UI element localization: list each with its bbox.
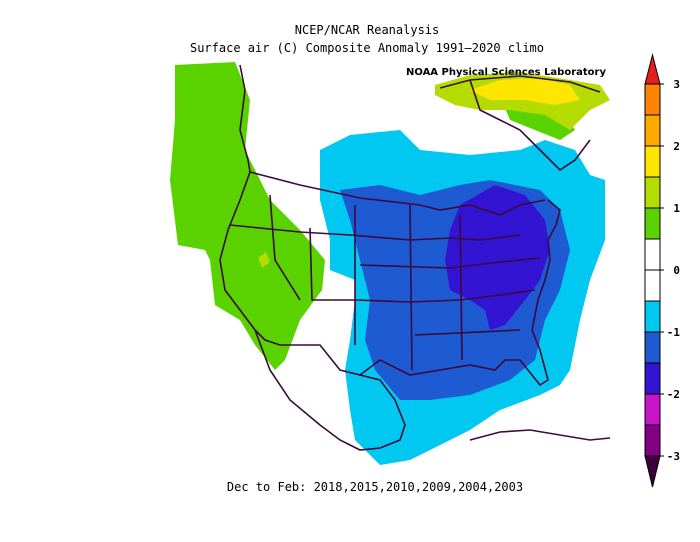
colorbar-tick-label: -2 — [667, 388, 680, 401]
colorbar-segment — [644, 207, 661, 240]
mexico-coast — [254, 329, 406, 451]
anomaly-indigo — [445, 185, 550, 330]
colorbar-tick-label: 1 — [673, 202, 680, 215]
hudson-coast — [469, 79, 591, 172]
anomaly-fields — [170, 62, 610, 465]
colorbar-segment — [644, 176, 661, 209]
greenland — [439, 75, 601, 93]
state-lines-8 — [414, 329, 521, 336]
colorbar-segment — [644, 83, 661, 116]
colorbar-segment — [644, 114, 661, 147]
colorbar-segment — [644, 362, 661, 395]
colorbar-tick-label: 3 — [673, 78, 680, 91]
colorbar-under-arrow — [644, 455, 661, 488]
state-lines-7 — [359, 257, 541, 269]
colorbar: 3 2 1 0 -1 -2 -3 — [644, 53, 681, 488]
us-coast — [219, 171, 561, 387]
alaska-coast — [239, 64, 251, 173]
caribbean — [469, 429, 611, 441]
colorbar-segment — [644, 238, 661, 271]
title: NCEP/NCAR Reanalysis — [295, 23, 440, 37]
colorbar-tick-label: 2 — [673, 140, 680, 153]
boundaries — [219, 64, 611, 451]
canada-border — [249, 171, 546, 216]
anomaly-yellow — [470, 78, 580, 105]
colorbar-segment — [644, 424, 661, 457]
anomaly-green-spot — [258, 252, 270, 268]
credit: NOAA Physical Sciences Laboratory — [406, 67, 607, 78]
state-lines-6 — [459, 214, 463, 361]
colorbar-tick-label: 0 — [673, 264, 680, 277]
colorbar-segment — [644, 300, 661, 333]
subtitle: Surface air (C) Composite Anomaly 1991–2… — [190, 41, 544, 55]
state-lines-5 — [409, 204, 413, 371]
colorbar-tick-label: -3 — [667, 450, 680, 463]
caption: Dec to Feb: 2018,2015,2010,2009,2004,200… — [227, 480, 523, 494]
colorbar-segment — [644, 145, 661, 178]
colorbar-tick-label: -1 — [667, 326, 681, 339]
colorbar-segment — [644, 331, 661, 364]
state-lines-3 — [309, 227, 536, 303]
state-lines-2 — [269, 194, 301, 301]
colorbar-segment — [644, 269, 661, 302]
colorbar-segment — [644, 393, 661, 426]
anomaly-green — [170, 62, 325, 370]
colorbar-over-arrow — [644, 53, 661, 85]
